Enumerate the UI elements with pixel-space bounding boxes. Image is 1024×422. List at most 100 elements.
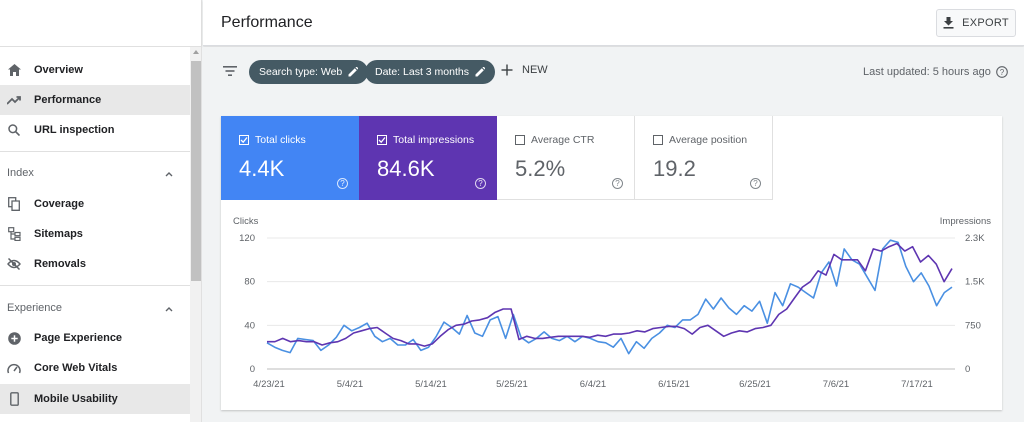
help-icon[interactable]: ? <box>750 178 761 189</box>
left-tick-label: 120 <box>239 233 255 244</box>
clicks-series-line <box>266 239 953 355</box>
section-divider <box>0 285 190 286</box>
help-icon[interactable]: ? <box>995 66 1008 78</box>
metric-label-row: Total clicks <box>239 134 306 146</box>
checkbox-checked-icon[interactable] <box>239 135 249 145</box>
plus-icon <box>501 64 513 76</box>
metric-label-row: Average CTR <box>515 134 594 146</box>
sidebar-item-page-experience[interactable]: Page Experience <box>0 323 190 353</box>
sidebar-item-label: Overview <box>34 64 83 76</box>
edit-pencil-icon <box>348 67 359 77</box>
section-label-index[interactable]: Index <box>7 167 34 179</box>
x-tick-label: 6/25/21 <box>739 379 771 390</box>
chevron-up-icon[interactable] <box>164 169 174 179</box>
scroll-up-arrow-icon[interactable] <box>193 50 199 54</box>
new-label: NEW <box>522 64 548 76</box>
svg-text:?: ? <box>1000 68 1005 77</box>
edit-pencil-icon <box>475 67 485 77</box>
x-tick-label: 7/6/21 <box>823 379 849 390</box>
x-tick-label: 6/15/21 <box>658 379 690 390</box>
visibility-off-icon <box>7 257 21 271</box>
sidebar-item-sitemaps[interactable]: Sitemaps <box>0 219 190 249</box>
sidebar-item-removals[interactable]: Removals <box>0 249 190 279</box>
right-tick-label: 750 <box>965 320 981 331</box>
help-icon[interactable]: ? <box>612 178 623 189</box>
metric-total-impressions[interactable]: Total impressions 84.6K ? <box>359 116 497 200</box>
sidebar-scrollbar[interactable] <box>190 47 201 422</box>
export-label: EXPORT <box>962 17 1009 29</box>
smartphone-icon <box>7 392 21 406</box>
left-tick-label: 40 <box>244 320 255 331</box>
left-axis-label: Clicks <box>233 216 259 227</box>
metric-value: 19.2 <box>653 156 696 181</box>
chevron-up-icon[interactable] <box>164 304 174 314</box>
sidebar: Overview Performance URL inspection Inde… <box>0 0 202 422</box>
sidebar-item-label: Performance <box>34 94 102 106</box>
last-updated-label: Last updated: 5 hours ago <box>863 66 991 78</box>
filter-chip-date[interactable]: Date: Last 3 months <box>365 60 495 84</box>
sidebar-divider <box>0 46 201 47</box>
x-tick-label: 5/25/21 <box>496 379 528 390</box>
section-label-experience[interactable]: Experience <box>7 302 63 314</box>
right-axis-label: Impressions <box>940 216 991 227</box>
sidebar-item-overview[interactable]: Overview <box>0 55 190 85</box>
scrollbar-thumb[interactable] <box>191 61 201 281</box>
metric-label: Total clicks <box>255 134 306 146</box>
filter-list-icon[interactable] <box>223 66 237 76</box>
help-icon[interactable]: ? <box>337 178 348 189</box>
home-icon <box>7 63 21 77</box>
section-divider <box>0 151 190 152</box>
trending-up-icon <box>7 93 21 107</box>
sidebar-item-url-inspection[interactable]: URL inspection <box>0 115 190 145</box>
search-icon <box>7 123 21 137</box>
sidebar-item-coverage[interactable]: Coverage <box>0 189 190 219</box>
filter-chip-search-type[interactable]: Search type: Web <box>249 60 369 84</box>
left-tick-label: 0 <box>250 364 255 375</box>
metric-value: 4.4K <box>239 156 285 181</box>
x-tick-label: 5/14/21 <box>415 379 447 390</box>
metric-label-row: Total impressions <box>377 134 474 146</box>
sidebar-item-label: URL inspection <box>34 124 115 136</box>
performance-chart[interactable]: Clicks Impressions 120 2.3K 80 1.5K 40 750 0 0 4/2… <box>221 211 1002 401</box>
filter-bar: Search type: Web Date: Last 3 months NEW… <box>203 47 1024 97</box>
speed-icon <box>7 361 21 375</box>
metric-total-clicks[interactable]: Total clicks 4.4K ? <box>221 116 359 200</box>
x-tick-label: 5/4/21 <box>337 379 363 390</box>
metric-value: 84.6K <box>377 156 435 181</box>
sidebar-item-label: Core Web Vitals <box>34 362 118 374</box>
sidebar-item-mobile-usability[interactable]: Mobile Usability <box>0 384 190 414</box>
sidebar-item-performance[interactable]: Performance <box>0 85 190 115</box>
logo-area <box>0 6 195 36</box>
sidebar-item-core-web-vitals[interactable]: Core Web Vitals <box>0 353 190 383</box>
help-icon[interactable]: ? <box>475 178 486 189</box>
impressions-series-line <box>267 242 953 347</box>
metric-value: 5.2% <box>515 156 566 181</box>
sidebar-item-label: Removals <box>34 258 86 270</box>
metric-label: Average CTR <box>531 134 595 146</box>
chip-label: Search type: Web <box>259 66 343 78</box>
checkbox-unchecked-icon[interactable] <box>515 135 525 145</box>
file-copy-icon <box>7 197 21 211</box>
page-header: Performance EXPORT <box>203 0 1024 46</box>
x-tick-label: 6/4/21 <box>580 379 606 390</box>
new-filter-button[interactable]: NEW <box>501 64 548 76</box>
sidebar-item-label: Mobile Usability <box>34 393 118 405</box>
sitemap-icon <box>7 227 21 241</box>
sidebar-item-label: Page Experience <box>34 332 123 344</box>
checkbox-unchecked-icon[interactable] <box>653 135 663 145</box>
page-title: Performance <box>221 14 313 31</box>
right-tick-label: 1.5K <box>965 277 985 288</box>
metric-average-position[interactable]: Average position 19.2 ? <box>635 116 773 200</box>
sidebar-item-label: Sitemaps <box>34 228 83 240</box>
left-tick-label: 80 <box>244 277 255 288</box>
metric-label-row: Average position <box>653 134 747 146</box>
right-tick-label: 2.3K <box>965 233 985 244</box>
export-button[interactable]: EXPORT <box>936 9 1016 37</box>
sidebar-item-label: Coverage <box>34 198 85 210</box>
metric-label: Total impressions <box>393 134 475 146</box>
metric-average-ctr[interactable]: Average CTR 5.2% ? <box>497 116 635 200</box>
last-updated-text: Last updated: 5 hours ago ? <box>863 66 1008 78</box>
checkbox-checked-icon[interactable] <box>377 135 387 145</box>
performance-card: Total clicks 4.4K ? Total impressions 84… <box>221 116 1002 410</box>
chip-label: Date: Last 3 months <box>375 66 469 78</box>
